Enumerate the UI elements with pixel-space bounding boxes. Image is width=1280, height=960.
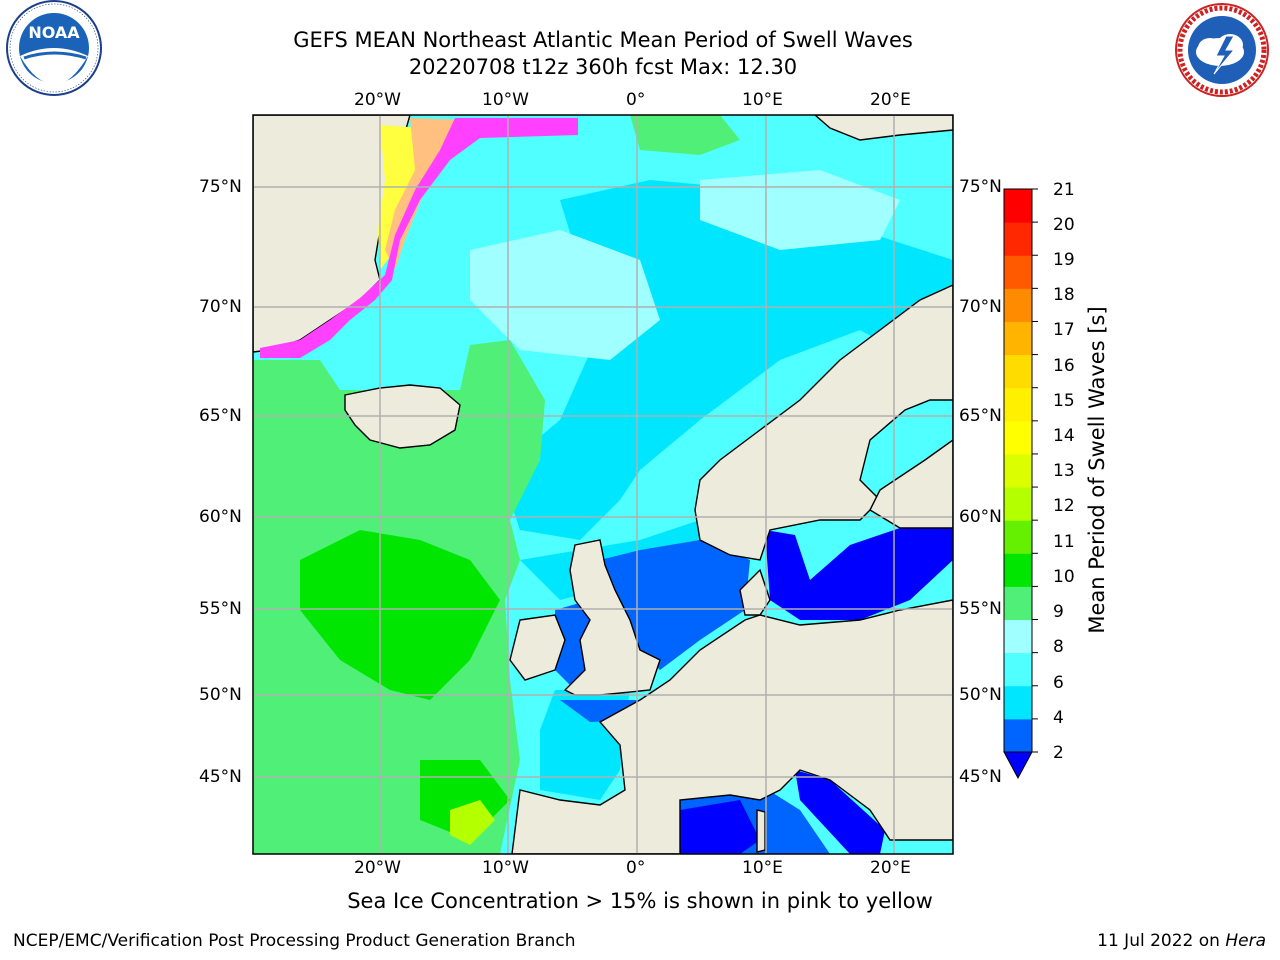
colorbar-segment [1004,487,1032,521]
map-frame [252,114,954,855]
colorbar-segment [1004,321,1032,356]
lon-label-bottom: 10°E [742,858,783,878]
noaa-logo: NOAA [6,0,102,96]
colorbar-segment [1004,453,1032,488]
footer-date: 11 Jul 2022 on Hera [1097,931,1266,951]
colorbar-tick-label: 16 [1053,356,1075,376]
colorbar-tick-label: 21 [1053,180,1075,200]
map-title: GEFS MEAN Northeast Atlantic Mean Period… [293,28,913,52]
colorbar-segment [1004,553,1032,587]
lon-label-bottom: 0° [626,858,646,878]
lat-label-right: 45°N [959,767,1002,787]
nws-logo [1175,3,1269,97]
svg-text:NOAA: NOAA [28,23,80,42]
colorbar-segment [1004,420,1032,455]
footer-machine: Hera [1225,931,1266,951]
colorbar-tick-label: 11 [1053,532,1075,552]
lon-label-top: 20°E [870,90,911,110]
colorbar-segment [1004,718,1032,753]
lon-label-bottom: 20°W [354,858,401,878]
swell-zone-max [450,800,495,845]
land-corsica [756,809,766,853]
swell-zone-green-n [630,115,740,155]
colorbar-segment [1004,619,1032,654]
colorbar-segment [1004,255,1032,289]
lon-label-top: 20°W [354,90,401,110]
lat-label-right: 75°N [959,177,1002,197]
colorbar-tick-label: 10 [1053,567,1075,587]
colorbar-tick-label: 8 [1053,637,1064,657]
colorbar-tick-label: 13 [1053,461,1075,481]
lon-label-top: 10°E [742,90,783,110]
lat-label-left: 50°N [199,685,242,705]
colorbar-tick-label: 2 [1053,743,1064,763]
lat-label-right: 65°N [959,406,1002,426]
sea-ice-orange [385,118,470,270]
colorbar-segment [1004,685,1032,720]
land-svalbard [813,115,953,141]
lat-label-left: 60°N [199,507,242,527]
colorbar-tick-label: 9 [1053,602,1064,622]
colorbar-segment [1004,652,1032,687]
lat-label-left: 75°N [199,177,242,197]
lat-label-right: 50°N [959,685,1002,705]
colorbar-tick-label: 18 [1053,285,1075,305]
colorbar-tick-label: 14 [1053,426,1075,446]
swell-zone-bright-green [300,530,500,700]
lon-label-top: 0° [626,90,646,110]
map-plot-area [253,115,953,854]
colorbar-tick-label: 20 [1053,215,1075,235]
colorbar-segment [1004,520,1032,554]
colorbar-tick-label: 17 [1053,320,1075,340]
swell-zone-pale-2 [700,170,900,250]
swell-zone-deep-blue-lyon [680,800,760,854]
lat-label-right: 70°N [959,297,1002,317]
lat-label-left: 45°N [199,767,242,787]
lon-label-bottom: 10°W [482,858,529,878]
swell-zone-deep-blue-adriatic [795,770,885,854]
swell-zone-pale-1 [470,230,660,360]
forecast-subtitle: 20220708 t12z 360h fcst Max: 12.30 [408,55,798,79]
colorbar-tick-label: 15 [1053,391,1075,411]
lat-label-left: 70°N [199,297,242,317]
graticule [253,115,953,854]
colorbar-frame [1003,188,1033,753]
colorbar-segment [1004,222,1032,256]
colorbar-tick-label: 12 [1053,496,1075,516]
sea-ice-note: Sea Ice Concentration > 15% is shown in … [347,889,933,913]
colorbar-segment [1004,288,1032,322]
colorbar-under-arrow [1003,751,1033,780]
lon-label-bottom: 20°E [870,858,911,878]
lat-label-right: 55°N [959,599,1002,619]
land-denmark [739,568,771,616]
colorbar-tick-label: 19 [1053,250,1075,270]
colorbar-segment [1004,354,1032,389]
colorbar-segment [1004,586,1032,621]
land-ireland [509,614,566,681]
lat-label-left: 55°N [199,599,242,619]
land-finland [869,400,953,529]
swell-zone-deep-blue-baltic [765,528,953,620]
colorbar-tick-label: 6 [1053,673,1064,693]
land-scandinavia [694,284,953,561]
footer-branch: NCEP/EMC/Verification Post Processing Pr… [13,931,576,951]
colorbar-title: Mean Period of Swell Waves [s] [1085,306,1109,634]
lon-label-top: 10°W [482,90,529,110]
lat-label-right: 60°N [959,507,1002,527]
colorbar-segment [1004,189,1032,223]
footer-date-text: 11 Jul 2022 on [1097,931,1226,951]
colorbar-tick-label: 4 [1053,708,1064,728]
colorbar-segment [1004,387,1032,422]
colorbar [1003,188,1038,780]
lat-label-left: 65°N [199,406,242,426]
